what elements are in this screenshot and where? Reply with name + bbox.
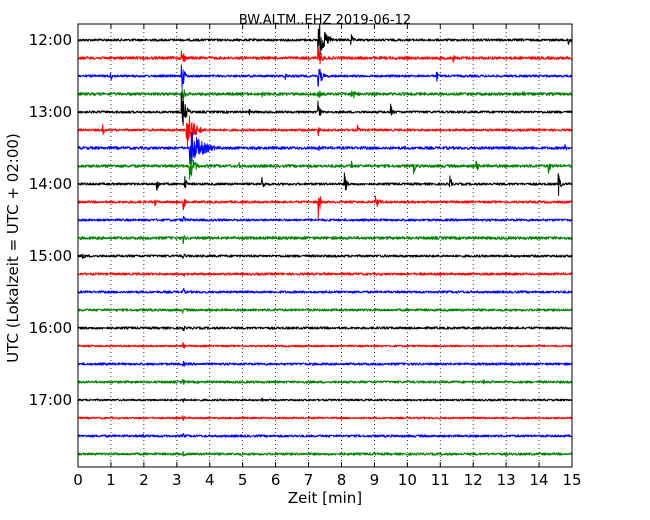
plot-frame [77, 23, 573, 468]
seismic-trace [78, 271, 572, 277]
x-tick-label: 8 [337, 471, 347, 489]
y-tick-label: 12:00 [29, 31, 72, 49]
x-tick-label: 5 [238, 471, 248, 489]
seismic-trace [78, 433, 572, 438]
seismic-trace [78, 156, 572, 180]
y-tick-label: 16:00 [29, 319, 72, 337]
seismic-trace [78, 360, 572, 367]
x-tick-label: 14 [530, 471, 549, 489]
seismic-trace [78, 235, 572, 245]
seismic-trace [78, 87, 572, 108]
y-tick-label: 14:00 [29, 175, 72, 193]
x-tick-label: 0 [73, 471, 83, 489]
chart-title: BW.ALTM..EHZ 2019-06-12 [239, 13, 411, 28]
ticks-group: 0 1 2 3 4 5 6 7 8 9 10 11 12 13 14 1512:0013:0014:0015:… [29, 24, 582, 489]
seismic-trace [78, 215, 572, 222]
x-tick-label: 13 [497, 471, 516, 489]
seismic-trace [78, 132, 572, 165]
seismic-trace [78, 397, 572, 403]
x-tick-label: 2 [139, 471, 149, 489]
seismic-trace [78, 308, 572, 314]
seismic-trace [78, 64, 572, 89]
seismic-trace [78, 325, 572, 332]
seismic-trace [78, 342, 572, 349]
x-tick-label: 12 [464, 471, 483, 489]
y-tick-label: 17:00 [29, 391, 72, 409]
x-tick-label: 7 [304, 471, 314, 489]
seismic-trace [78, 172, 572, 196]
seismic-trace [78, 378, 572, 385]
y-axis-label: UTC (Lokalzeit = UTC + 02:00) [4, 133, 22, 363]
x-tick-label: 10 [398, 471, 417, 489]
traces-group [78, 24, 572, 457]
seismic-trace [78, 288, 572, 294]
x-tick-label: 9 [370, 471, 380, 489]
x-tick-label: 4 [205, 471, 215, 489]
seismic-trace [78, 92, 572, 126]
x-tick-label: 1 [106, 471, 116, 489]
seismic-trace [78, 415, 572, 422]
y-tick-label: 13:00 [29, 103, 72, 121]
seismic-trace [78, 253, 572, 259]
seismic-trace [78, 24, 572, 58]
seismic-trace [78, 115, 572, 148]
x-axis-label: Zeit [min] [288, 489, 362, 507]
x-tick-label: 3 [172, 471, 182, 489]
x-tick-label: 11 [431, 471, 450, 489]
y-tick-label: 15:00 [29, 247, 72, 265]
x-tick-label: 6 [271, 471, 281, 489]
seismic-trace [78, 195, 572, 222]
seismic-trace [78, 47, 572, 65]
x-tick-label: 15 [562, 471, 581, 489]
seismic-trace [78, 450, 572, 457]
